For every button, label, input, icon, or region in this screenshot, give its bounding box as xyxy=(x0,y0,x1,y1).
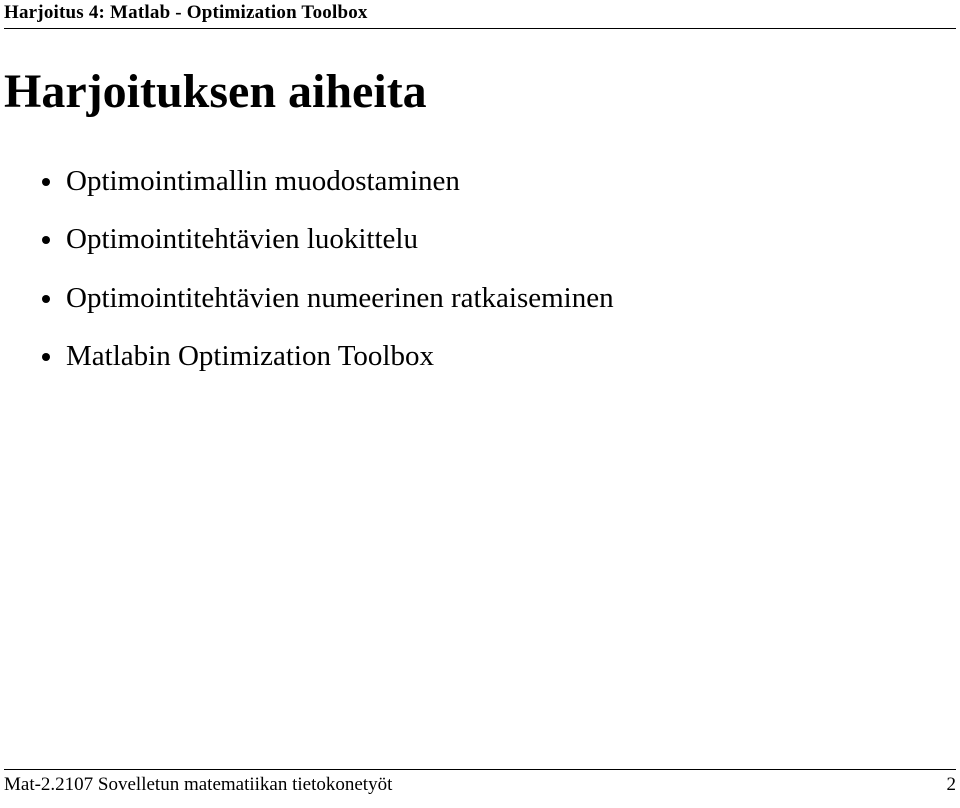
footer-left: Mat-2.2107 Sovelletun matematiikan tieto… xyxy=(4,774,392,796)
bullet-icon xyxy=(42,295,50,303)
slide-page: Harjoitus 4: Matlab - Optimization Toolb… xyxy=(0,0,960,808)
slide-title: Harjoituksen aiheita xyxy=(4,64,427,119)
slide-header: Harjoitus 4: Matlab - Optimization Toolb… xyxy=(4,2,956,29)
page-number: 2 xyxy=(947,774,957,796)
bullet-list: Optimointimallin muodostaminen Optimoint… xyxy=(42,158,920,392)
bullet-text: Optimointimallin muodostaminen xyxy=(66,158,460,204)
slide-footer: Mat-2.2107 Sovelletun matematiikan tieto… xyxy=(4,769,956,796)
list-item: Optimointitehtävien luokittelu xyxy=(42,216,920,262)
list-item: Optimointimallin muodostaminen xyxy=(42,158,920,204)
bullet-icon xyxy=(42,353,50,361)
bullet-icon xyxy=(42,178,50,186)
list-item: Optimointitehtävien numeerinen ratkaisem… xyxy=(42,275,920,321)
bullet-text: Matlabin Optimization Toolbox xyxy=(66,333,434,379)
bullet-text: Optimointitehtävien numeerinen ratkaisem… xyxy=(66,275,614,321)
header-text: Harjoitus 4: Matlab - Optimization Toolb… xyxy=(4,2,368,23)
bullet-text: Optimointitehtävien luokittelu xyxy=(66,216,418,262)
bullet-icon xyxy=(42,236,50,244)
list-item: Matlabin Optimization Toolbox xyxy=(42,333,920,379)
